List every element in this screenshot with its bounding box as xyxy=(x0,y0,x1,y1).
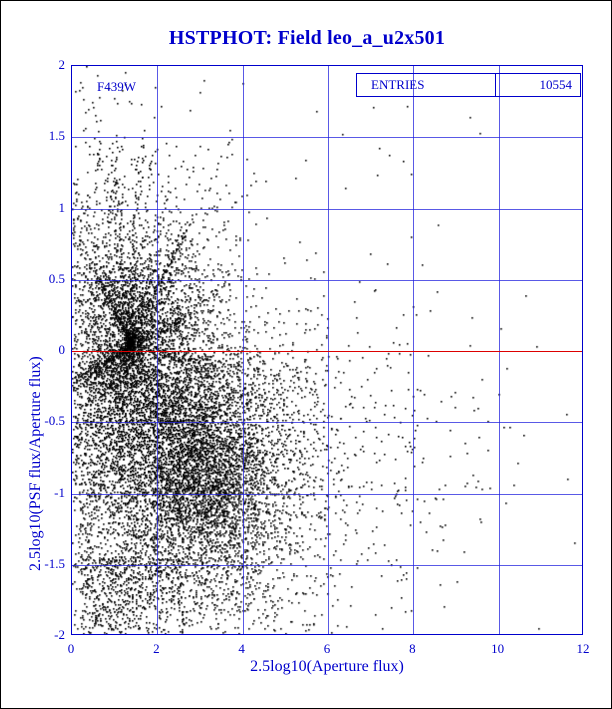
x-tick-label: 10 xyxy=(491,641,505,656)
scatter-points-canvas xyxy=(72,66,582,634)
page-title: HSTPHOT: Field leo_a_u2x501 xyxy=(168,27,446,49)
y-axis-label: 2.5log10(PSF flux/Aperture flux) xyxy=(27,356,44,571)
gridline-horizontal xyxy=(72,280,582,281)
scatter-plot-area xyxy=(71,65,583,635)
x-tick-label: 2 xyxy=(153,641,160,656)
entries-label: ENTRIES xyxy=(371,77,425,92)
gridline-horizontal xyxy=(72,494,582,495)
y-tick-label: -1.5 xyxy=(44,555,65,571)
gridline-horizontal xyxy=(72,565,582,566)
entries-divider xyxy=(495,74,496,96)
y-tick-label: 1.5 xyxy=(48,128,65,144)
zero-reference-line xyxy=(72,351,582,352)
gridline-horizontal xyxy=(72,209,582,210)
gridline-vertical xyxy=(413,66,414,634)
x-tick-label: 4 xyxy=(238,641,245,656)
y-tick-label: -1 xyxy=(54,484,65,500)
y-tick-label: -2 xyxy=(54,627,65,642)
gridline-horizontal xyxy=(72,137,582,138)
entries-box: ENTRIES 10554 xyxy=(356,73,581,97)
x-axis-label: 2.5log10(Aperture flux) xyxy=(250,658,404,675)
gridline-vertical xyxy=(243,66,244,634)
x-tick-label: 0 xyxy=(67,641,75,656)
x-tick-label: 12 xyxy=(576,641,590,656)
x-tick-label: 8 xyxy=(409,641,416,656)
y-tick-label: 0 xyxy=(58,342,66,357)
y-tick-label: 1 xyxy=(58,199,66,215)
gridline-horizontal xyxy=(72,422,582,423)
filter-label: F439W xyxy=(97,79,136,94)
y-tick-label: 0.5 xyxy=(48,270,65,286)
y-tick-label: -0.5 xyxy=(44,413,65,429)
x-tick-label: 6 xyxy=(323,641,331,656)
entries-value: 10554 xyxy=(539,77,573,92)
gridline-vertical xyxy=(157,66,158,634)
y-tick-label: 2 xyxy=(58,57,66,72)
gridline-vertical xyxy=(499,66,500,634)
gridline-vertical xyxy=(328,66,329,634)
